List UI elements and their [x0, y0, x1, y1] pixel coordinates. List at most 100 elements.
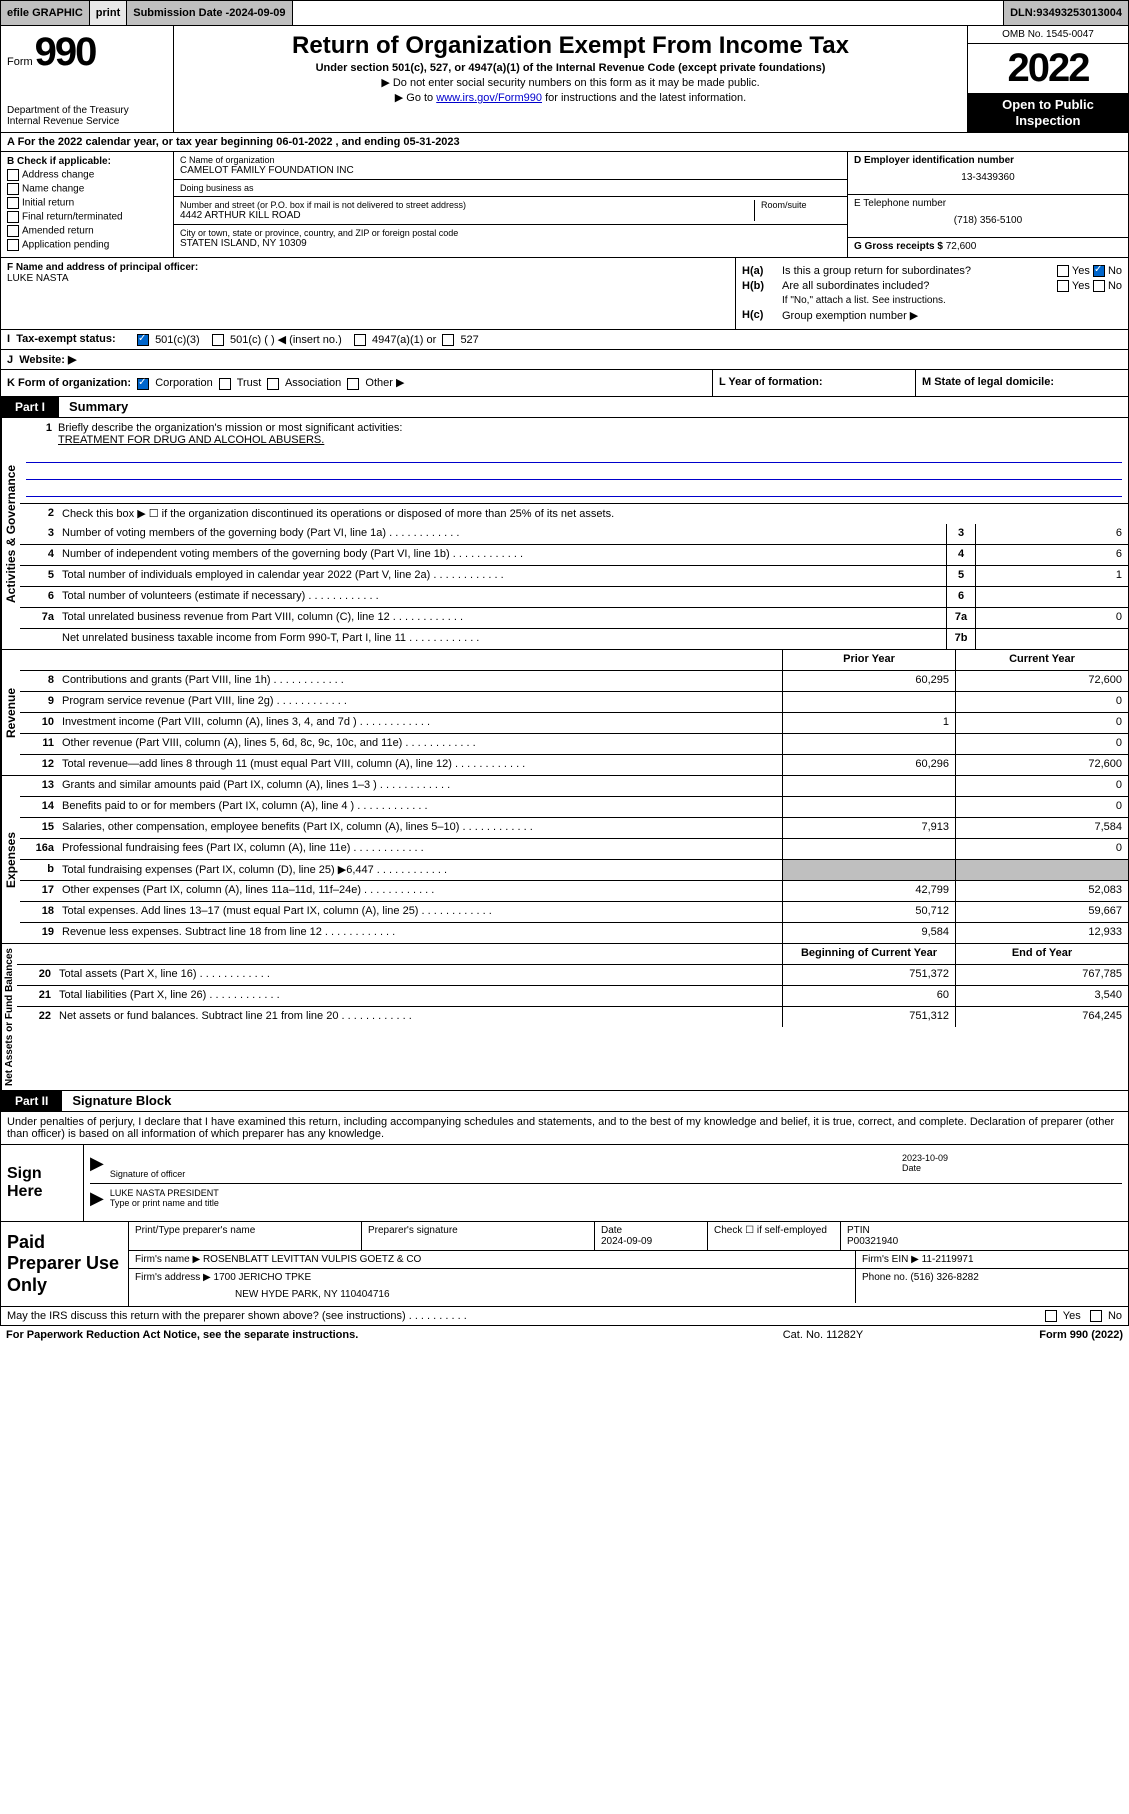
checkbox-icon[interactable] — [347, 378, 359, 390]
checkbox-icon[interactable] — [354, 334, 366, 346]
d-value: 13-3439360 — [854, 172, 1122, 183]
current-value: 72,600 — [955, 755, 1128, 775]
sig-date-label: Date — [902, 1163, 1122, 1173]
line-num: 5 — [20, 566, 58, 586]
arrow-icon: ▶ — [90, 1153, 104, 1179]
table-row: 13 Grants and similar amounts paid (Part… — [20, 776, 1128, 797]
table-row: 5 Total number of individuals employed i… — [20, 566, 1128, 587]
discuss-text-content: May the IRS discuss this return with the… — [7, 1310, 406, 1322]
prior-value: 42,799 — [782, 881, 955, 901]
form-word: Form — [7, 56, 33, 68]
net-assets-content: Beginning of Current Year End of Year 20… — [17, 944, 1128, 1090]
line-value: 6 — [975, 524, 1128, 544]
line-num: 4 — [20, 545, 58, 565]
section-k-l-m: K Form of organization: Corporation Trus… — [0, 370, 1129, 396]
checkbox-icon[interactable] — [212, 334, 224, 346]
line-num: 8 — [20, 671, 58, 691]
checkbox-icon[interactable] — [1093, 280, 1105, 292]
checkbox-icon[interactable] — [219, 378, 231, 390]
prior-value: 60 — [782, 986, 955, 1006]
current-value: 72,600 — [955, 671, 1128, 691]
line-num: 11 — [20, 734, 58, 754]
mission-underline-3 — [26, 482, 1122, 497]
checkbox-icon[interactable] — [1045, 1310, 1057, 1322]
hb-text: Are all subordinates included? — [782, 280, 1012, 292]
line-num: 13 — [20, 776, 58, 796]
checkbox-icon[interactable] — [1090, 1310, 1102, 1322]
penalties-text: Under penalties of perjury, I declare th… — [0, 1112, 1129, 1145]
k-label: K Form of organization: — [7, 377, 131, 389]
discuss-yes: Yes — [1063, 1310, 1081, 1322]
k-opt-1: Trust — [237, 377, 262, 389]
tax-year: 2022 — [968, 44, 1128, 93]
line-num: 22 — [17, 1007, 55, 1027]
line-desc: Professional fundraising fees (Part IX, … — [58, 839, 782, 859]
g-cell: G Gross receipts $ 72,600 — [848, 238, 1128, 255]
line-desc: Total number of individuals employed in … — [58, 566, 946, 586]
ha-yes: Yes — [1072, 265, 1090, 277]
k-opt-0: Corporation — [155, 377, 212, 389]
b-label: B Check if applicable: — [7, 156, 167, 167]
mission-label: Briefly describe the organization's miss… — [58, 422, 402, 434]
current-value: 767,785 — [955, 965, 1128, 985]
prep-sig-label: Preparer's signature — [362, 1222, 595, 1250]
form-number: 990 — [35, 30, 96, 75]
b-opt-0[interactable]: Address change — [7, 169, 167, 181]
form-header: Form 990 Department of the Treasury Inte… — [0, 26, 1129, 133]
b-opt-2[interactable]: Initial return — [7, 197, 167, 209]
prior-value: 1 — [782, 713, 955, 733]
prior-value — [782, 776, 955, 796]
checkbox-icon — [7, 183, 19, 195]
b-opt-5[interactable]: Application pending — [7, 239, 167, 251]
b-opt-4[interactable]: Amended return — [7, 225, 167, 237]
checkbox-checked-icon[interactable] — [1093, 265, 1105, 277]
sub-date-value: 2024-09-09 — [229, 7, 285, 19]
b-opt-3-label: Final return/terminated — [22, 212, 123, 223]
efile-button[interactable]: efile GRAPHIC — [1, 1, 90, 25]
line-num: 6 — [20, 587, 58, 607]
line-desc: Number of voting members of the governin… — [58, 524, 946, 544]
firm-name-value: ROSENBLATT LEVITTAN VULPIS GOETZ & CO — [203, 1254, 421, 1265]
e-cell: E Telephone number (718) 356-5100 — [848, 195, 1128, 238]
line-desc: Other revenue (Part VIII, column (A), li… — [58, 734, 782, 754]
current-value: 0 — [955, 692, 1128, 712]
current-value: 59,667 — [955, 902, 1128, 922]
submission-date: Submission Date - 2024-09-09 — [127, 1, 292, 25]
table-row: 8 Contributions and grants (Part VIII, l… — [20, 671, 1128, 692]
line-desc: Total unrelated business revenue from Pa… — [58, 608, 946, 628]
topbar-spacer — [293, 1, 1005, 25]
firm-phone-label: Phone no. — [862, 1272, 910, 1283]
prior-year-header: Prior Year — [782, 650, 955, 670]
line-desc: Total revenue—add lines 8 through 11 (mu… — [58, 755, 782, 775]
checkbox-icon[interactable] — [1057, 280, 1069, 292]
paid-row-1: Print/Type preparer's name Preparer's si… — [129, 1222, 1128, 1251]
checkbox-icon[interactable] — [1057, 265, 1069, 277]
open-to-public: Open to Public Inspection — [968, 93, 1128, 132]
current-year-header: Current Year — [955, 650, 1128, 670]
prior-value — [782, 839, 955, 859]
sig-officer-field: Signature of officer — [110, 1153, 902, 1179]
prep-date-label: Date — [601, 1225, 701, 1236]
firm-addr-cell: Firm's address ▶ 1700 JERICHO TPKE NEW H… — [129, 1269, 856, 1303]
c-name-cell: C Name of organization CAMELOT FAMILY FO… — [174, 152, 847, 180]
b-opt-1[interactable]: Name change — [7, 183, 167, 195]
checkbox-checked-icon[interactable] — [137, 334, 149, 346]
f-name: LUKE NASTA — [7, 273, 729, 284]
b-opt-3[interactable]: Final return/terminated — [7, 211, 167, 223]
line-desc: Net unrelated business taxable income fr… — [58, 629, 946, 649]
line-value: 6 — [975, 545, 1128, 565]
prior-value — [782, 692, 955, 712]
row-a-pre: A For the 2022 calendar year, or tax yea… — [7, 136, 276, 148]
prep-ptin-cell: PTIN P00321940 — [841, 1222, 1128, 1250]
c-addr-cell: Number and street (or P.O. box if mail i… — [174, 197, 847, 225]
print-button[interactable]: print — [90, 1, 127, 25]
c-city: STATEN ISLAND, NY 10309 — [180, 238, 841, 249]
irs-link[interactable]: www.irs.gov/Form990 — [436, 92, 542, 104]
line-desc: Total assets (Part X, line 16) — [55, 965, 782, 985]
m-label: M State of legal domicile: — [922, 376, 1054, 388]
checkbox-icon[interactable] — [267, 378, 279, 390]
line-desc: Grants and similar amounts paid (Part IX… — [58, 776, 782, 796]
row-a-tax-year: A For the 2022 calendar year, or tax yea… — [0, 133, 1129, 152]
checkbox-checked-icon[interactable] — [137, 378, 149, 390]
checkbox-icon[interactable] — [442, 334, 454, 346]
